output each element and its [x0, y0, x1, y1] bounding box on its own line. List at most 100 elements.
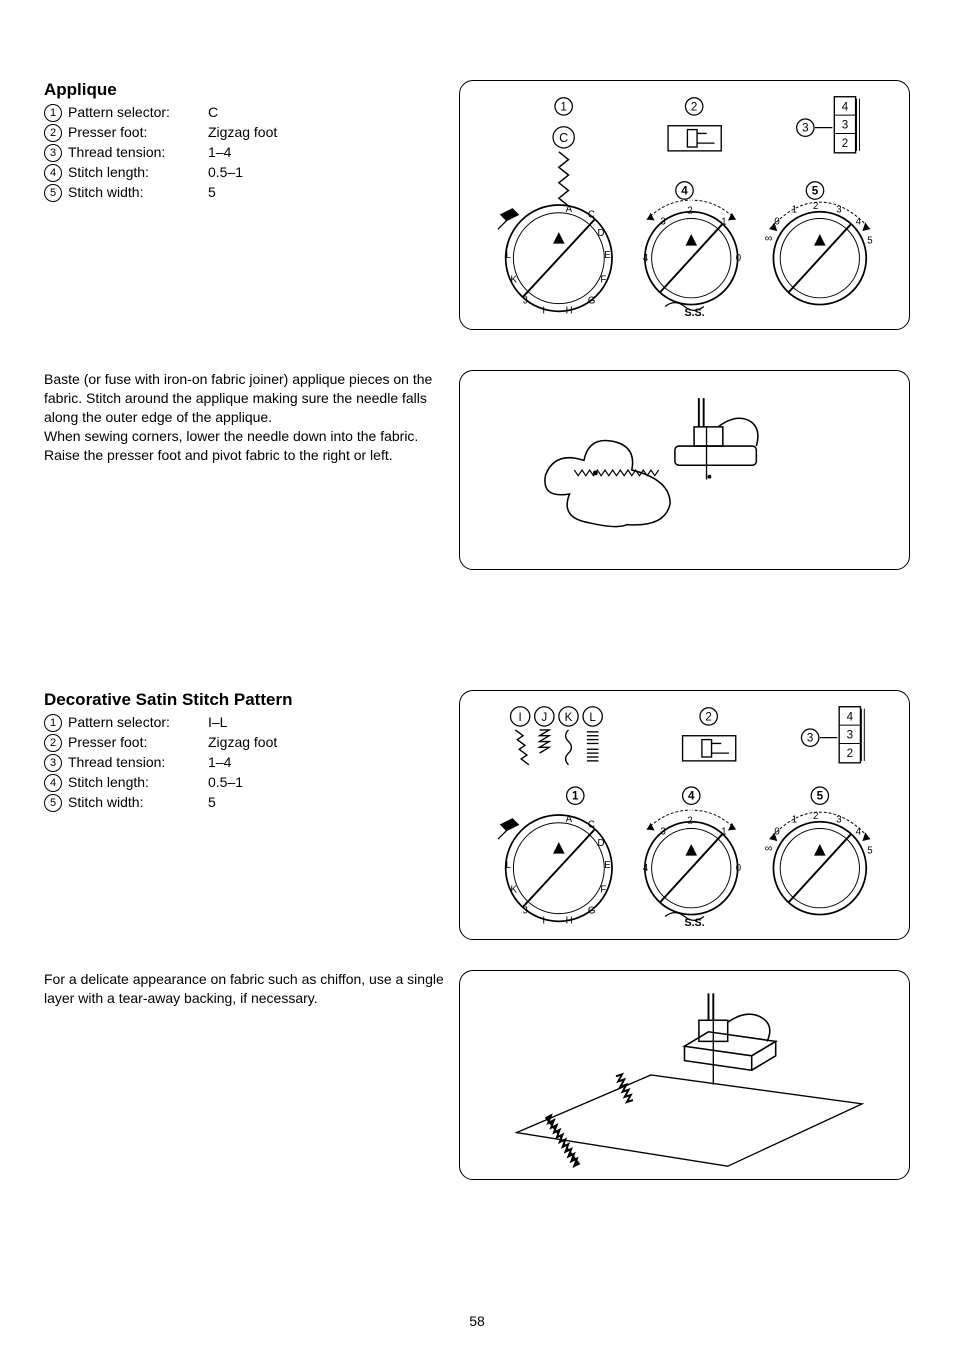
- svg-text:K: K: [511, 884, 518, 895]
- svg-text:K: K: [565, 711, 573, 724]
- figure-dials-2: I J K L: [459, 690, 910, 940]
- svg-text:E: E: [604, 250, 611, 261]
- svg-text:3: 3: [807, 732, 813, 745]
- setting-label: Presser foot:: [68, 734, 208, 752]
- setting-value: 0.5–1: [208, 164, 444, 182]
- section-decorative: Decorative Satin Stitch Pattern 1 Patter…: [44, 690, 910, 940]
- section2-title: Decorative Satin Stitch Pattern: [44, 690, 444, 710]
- setting-value: I–L: [208, 714, 444, 732]
- figure-satin-stitch: [459, 970, 910, 1180]
- setting-row: 1 Pattern selector: C: [44, 104, 444, 122]
- svg-text:5: 5: [817, 790, 824, 803]
- section2-para1: For a delicate appearance on fabric such…: [44, 970, 444, 1008]
- setting-row: 3 Thread tension: 1–4: [44, 144, 444, 162]
- svg-text:5: 5: [867, 846, 872, 857]
- svg-text:J: J: [523, 906, 528, 917]
- setting-value: 5: [208, 794, 444, 812]
- setting-row: 2 Presser foot: Zigzag foot: [44, 124, 444, 142]
- svg-text:2: 2: [847, 747, 853, 760]
- setting-label: Stitch length:: [68, 164, 208, 182]
- svg-text:J: J: [523, 296, 528, 307]
- setting-row: 5 Stitch width: 5: [44, 184, 444, 202]
- svg-text:F: F: [600, 274, 606, 285]
- svg-text:2: 2: [691, 100, 697, 113]
- svg-text:L: L: [506, 860, 512, 871]
- figure-applique: [459, 370, 910, 570]
- setting-label: Thread tension:: [68, 144, 208, 162]
- svg-text:4: 4: [643, 863, 649, 874]
- svg-text:3: 3: [660, 216, 665, 227]
- section1-para1: Baste (or fuse with iron-on fabric joine…: [44, 370, 444, 427]
- svg-text:C: C: [588, 210, 595, 221]
- svg-text:E: E: [604, 860, 611, 871]
- svg-text:1: 1: [560, 100, 566, 113]
- svg-text:3: 3: [836, 815, 841, 826]
- setting-row: 1 Pattern selector: I–L: [44, 714, 444, 732]
- svg-text:5: 5: [867, 236, 872, 247]
- setting-value: 1–4: [208, 754, 444, 772]
- svg-text:1: 1: [721, 216, 726, 227]
- setting-label: Pattern selector:: [68, 104, 208, 122]
- svg-text:H: H: [566, 305, 573, 316]
- svg-text:3: 3: [847, 729, 853, 742]
- svg-text:L: L: [589, 711, 596, 724]
- svg-text:3: 3: [802, 122, 808, 135]
- page-number: 58: [0, 1313, 954, 1329]
- setting-num: 1: [44, 714, 62, 732]
- svg-text:I: I: [542, 915, 545, 926]
- figure-dials-1: 1 C 2 3: [459, 80, 910, 330]
- svg-text:0: 0: [736, 863, 741, 874]
- section1-title: Applique: [44, 80, 444, 100]
- svg-text:H: H: [566, 915, 573, 926]
- setting-label: Thread tension:: [68, 754, 208, 772]
- svg-text:2: 2: [842, 137, 848, 150]
- setting-row: 3 Thread tension: 1–4: [44, 754, 444, 772]
- section2-body-row: For a delicate appearance on fabric such…: [44, 970, 910, 1180]
- svg-text:I: I: [519, 711, 522, 724]
- setting-num: 3: [44, 144, 62, 162]
- setting-num: 1: [44, 104, 62, 122]
- svg-text:C: C: [588, 820, 595, 831]
- svg-text:L: L: [506, 250, 512, 261]
- setting-num: 3: [44, 754, 62, 772]
- svg-text:∞: ∞: [765, 233, 773, 245]
- setting-label: Presser foot:: [68, 124, 208, 142]
- svg-text:F: F: [600, 884, 606, 895]
- section2-settings: 1 Pattern selector: I–L 2 Presser foot: …: [44, 714, 444, 812]
- svg-text:3: 3: [842, 119, 848, 132]
- svg-text:4: 4: [847, 710, 854, 723]
- setting-num: 4: [44, 164, 62, 182]
- svg-text:4: 4: [643, 253, 649, 264]
- setting-row: 4 Stitch length: 0.5–1: [44, 774, 444, 792]
- svg-text:D: D: [598, 228, 605, 239]
- svg-text:4: 4: [688, 790, 695, 803]
- setting-value: 1–4: [208, 144, 444, 162]
- section1-settings: 1 Pattern selector: C 2 Presser foot: Zi…: [44, 104, 444, 202]
- setting-num: 2: [44, 734, 62, 752]
- setting-row: 4 Stitch length: 0.5–1: [44, 164, 444, 182]
- svg-text:G: G: [588, 296, 596, 307]
- svg-text:4: 4: [842, 100, 849, 113]
- svg-text:I: I: [542, 305, 545, 316]
- setting-label: Stitch width:: [68, 184, 208, 202]
- svg-text:J: J: [541, 711, 547, 724]
- setting-label: Stitch width:: [68, 794, 208, 812]
- svg-text:A: A: [566, 814, 573, 825]
- svg-text:A: A: [566, 204, 573, 215]
- svg-text:2: 2: [687, 816, 692, 827]
- section1-body-row: Baste (or fuse with iron-on fabric joine…: [44, 370, 910, 570]
- setting-value: Zigzag foot: [208, 734, 444, 752]
- setting-num: 5: [44, 794, 62, 812]
- setting-num: 2: [44, 124, 62, 142]
- svg-text:2: 2: [705, 710, 711, 723]
- svg-text:K: K: [511, 274, 518, 285]
- svg-text:D: D: [598, 838, 605, 849]
- setting-row: 2 Presser foot: Zigzag foot: [44, 734, 444, 752]
- svg-text:C: C: [559, 131, 568, 145]
- setting-num: 4: [44, 774, 62, 792]
- setting-label: Pattern selector:: [68, 714, 208, 732]
- svg-text:2: 2: [687, 206, 692, 217]
- svg-text:3: 3: [660, 826, 665, 837]
- setting-num: 5: [44, 184, 62, 202]
- setting-row: 5 Stitch width: 5: [44, 794, 444, 812]
